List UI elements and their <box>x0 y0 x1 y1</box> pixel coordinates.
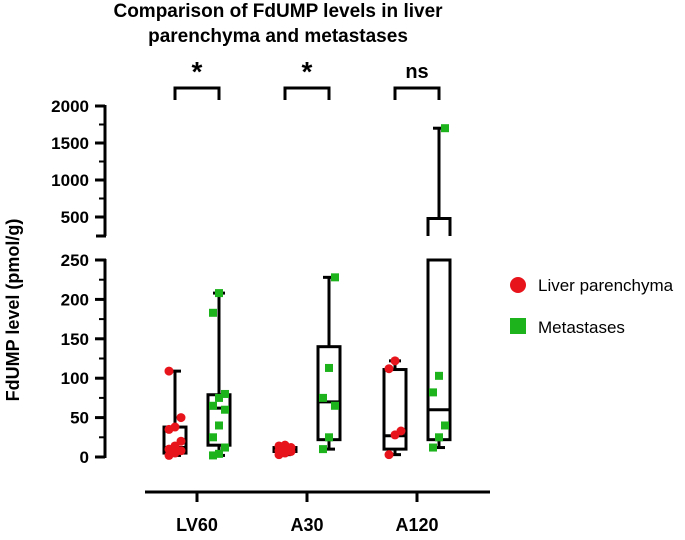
chart-title-line-1: Comparison of FdUMP levels in liver <box>113 1 443 22</box>
point-metastases-a30-0 <box>319 445 327 454</box>
point-liver-parenchyma-lv60-9 <box>164 366 174 376</box>
point-metastases-a30-3 <box>319 393 327 402</box>
x-tick-label-lv60: LV60 <box>176 515 218 535</box>
point-liver-parenchyma-lv60-8 <box>176 413 186 423</box>
point-metastases-lv60-7 <box>215 393 223 402</box>
legend: Liver parenchyma Metastases <box>510 276 674 337</box>
point-metastases-a30-2 <box>331 401 339 410</box>
box-metastases-a30 <box>316 345 342 442</box>
point-liver-parenchyma-a30-7 <box>280 440 290 450</box>
point-metastases-lv60-0 <box>209 451 217 460</box>
point-metastases-lv60-1 <box>215 449 223 458</box>
y-tick-label-50: 50 <box>70 409 89 428</box>
y-axis-label: FdUMP level (pmol/g) <box>3 219 23 402</box>
point-liver-parenchyma-a120-2 <box>396 426 406 436</box>
point-liver-parenchyma-a120-4 <box>390 356 400 366</box>
point-metastases-a120-3 <box>429 388 437 397</box>
y-tick-label-1500: 1500 <box>51 134 89 153</box>
axes-group: 0 50 100 150 200 250 500 1000 1500 2000 LV60 A30 A12… <box>51 97 490 535</box>
significance-label-a120: ns <box>405 61 428 83</box>
point-metastases-a30-5 <box>331 273 339 282</box>
point-metastases-a30-1 <box>325 433 333 442</box>
box-liver-parenchyma-a120 <box>382 368 408 451</box>
significance-label-a30: * <box>302 56 313 87</box>
point-metastases-a30-4 <box>325 363 333 372</box>
y-tick-label-1000: 1000 <box>51 171 89 190</box>
legend-label-metastases: Metastases <box>538 318 625 337</box>
point-metastases-lv60-6 <box>209 401 217 410</box>
points-group <box>164 124 449 460</box>
significance-bracket-a30 <box>283 86 331 100</box>
point-liver-parenchyma-lv60-5 <box>176 436 186 446</box>
y-tick-label-200: 200 <box>61 290 89 309</box>
y-tick-label-2000: 2000 <box>51 97 89 116</box>
legend-marker-metastases <box>510 318 526 334</box>
point-metastases-lv60-9 <box>209 308 217 317</box>
y-tick-label-250: 250 <box>61 251 89 270</box>
point-metastases-lv60-5 <box>221 405 229 414</box>
box-lower-part-metastases-a120 <box>426 258 452 442</box>
y-tick-label-150: 150 <box>61 330 89 349</box>
significance-bracket-a120 <box>393 86 441 100</box>
x-tick-label-a30: A30 <box>290 515 323 535</box>
point-metastases-lv60-4 <box>215 421 223 430</box>
box-upper-part-metastases-a120 <box>426 216 452 236</box>
point-liver-parenchyma-a120-3 <box>384 364 394 374</box>
boxes-group <box>162 126 452 457</box>
legend-label-liver-parenchyma: Liver parenchyma <box>538 276 674 295</box>
y-tick-label-500: 500 <box>61 208 89 227</box>
y-tick-label-100: 100 <box>61 369 89 388</box>
point-metastases-lv60-3 <box>209 433 217 442</box>
significance-group: * * ns <box>173 56 441 100</box>
point-metastases-lv60-10 <box>215 289 223 298</box>
chart-title-line-2: parenchyma and metastases <box>148 26 408 47</box>
legend-marker-liver-parenchyma <box>510 277 526 293</box>
x-tick-label-a120: A120 <box>395 515 438 535</box>
point-liver-parenchyma-a120-0 <box>384 450 394 460</box>
point-metastases-a120-5 <box>441 124 449 133</box>
significance-bracket-lv60 <box>173 86 221 100</box>
point-metastases-a120-0 <box>429 443 437 452</box>
point-metastases-a120-2 <box>441 421 449 430</box>
point-metastases-lv60-2 <box>221 443 229 452</box>
point-metastases-a120-1 <box>435 433 443 442</box>
point-metastases-a120-4 <box>435 371 443 380</box>
y-tick-label-0: 0 <box>80 448 89 467</box>
point-liver-parenchyma-lv60-7 <box>170 422 180 432</box>
point-metastases-lv60-8 <box>221 389 229 398</box>
significance-label-lv60: * <box>192 56 203 87</box>
